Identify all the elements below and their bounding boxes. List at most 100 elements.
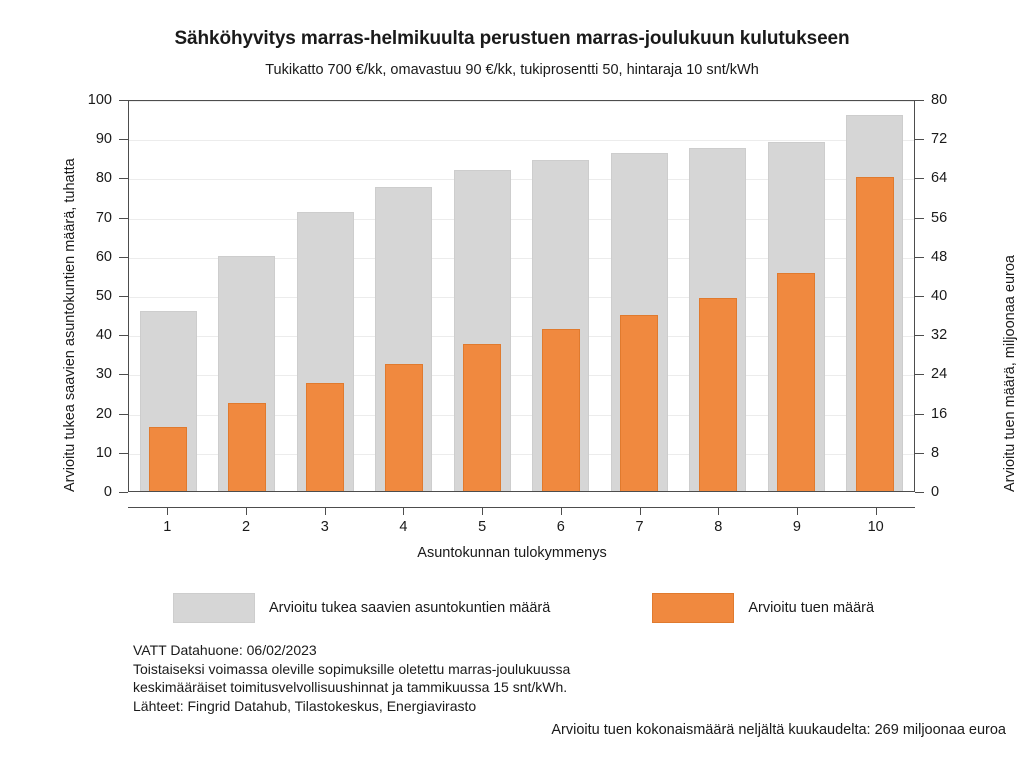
bar-support-9[interactable]: [777, 272, 816, 491]
footnote-line-1: VATT Datahuone: 06/02/2023: [133, 642, 317, 658]
y-tick-label-right: 24: [931, 366, 948, 383]
bar-support-7[interactable]: [620, 314, 659, 491]
bar-support-10[interactable]: [855, 177, 894, 491]
bar-support-6[interactable]: [541, 329, 580, 491]
y-tick-label-right: 32: [931, 327, 948, 344]
y-tick-mark-left: [119, 492, 128, 493]
x-tick-mark: [482, 507, 484, 515]
y-tick-label-left: 20: [95, 405, 112, 422]
y-tick-label-right: 8: [931, 444, 940, 461]
footnote-block: VATT Datahuone: 06/02/2023 Toistaiseksi …: [133, 641, 833, 715]
bar-group: [365, 101, 444, 491]
gridline: [129, 297, 914, 298]
gridline: [129, 257, 914, 259]
gridline: [129, 101, 914, 102]
y-tick-label-right: 16: [931, 405, 948, 422]
y-axis-right-title: Arvioitu tuen määrä, miljoonaa euroa: [1002, 255, 1018, 492]
x-tick-mark: [560, 507, 562, 515]
y-tick-mark-right: [915, 413, 924, 415]
legend-label-support: Arvioitu tuen määrä: [748, 600, 875, 616]
y-tick-mark-right: [915, 374, 924, 376]
bar-support-8[interactable]: [698, 298, 737, 491]
x-tick-mark: [246, 507, 248, 515]
gridline: [129, 375, 914, 377]
y-tick-label-left: 80: [95, 170, 112, 187]
x-tick-mark: [324, 507, 326, 515]
x-tick-mark: [639, 507, 641, 515]
y-tick-label-right: 0: [931, 484, 940, 500]
x-tick-label-7: 7: [635, 519, 644, 535]
legend-label-households: Arvioitu tukea saavien asuntokuntien mää…: [269, 600, 551, 616]
x-tick-label-3: 3: [320, 519, 329, 535]
gridline: [129, 414, 914, 416]
y-tick-label-right: 80: [931, 92, 948, 108]
chart-legend: Arvioitu tukea saavien asuntokuntien mää…: [128, 591, 918, 625]
bar-group: [208, 101, 287, 491]
bar-support-5[interactable]: [463, 344, 502, 491]
gridline: [129, 453, 914, 455]
y-tick-mark-left: [119, 296, 128, 297]
gridlines: [129, 101, 914, 491]
y-tick-label-left: 60: [95, 248, 112, 265]
x-tick-mark: [718, 507, 720, 515]
bar-groups: [129, 101, 914, 491]
y-tick-mark-left: [119, 335, 128, 337]
y-tick-label-right: 64: [931, 170, 948, 187]
y-tick-mark-right: [915, 256, 924, 258]
y-tick-label-left: 0: [103, 484, 112, 500]
bar-support-3[interactable]: [306, 383, 345, 491]
gridline: [129, 218, 914, 220]
x-axis-title: Asuntokunnan tulokymmenys: [417, 545, 607, 561]
y-tick-label-right: 40: [931, 288, 948, 304]
legend-swatch-orange: [652, 593, 735, 623]
bar-support-4[interactable]: [384, 363, 423, 491]
bar-group: [286, 101, 365, 491]
y-tick-label-left: 50: [95, 288, 112, 304]
bar-support-2[interactable]: [227, 402, 266, 491]
legend-entry-households: Arvioitu tukea saavien asuntokuntien mää…: [173, 593, 550, 623]
gridline: [129, 336, 914, 338]
plot-area: [128, 100, 915, 492]
chart-title: Sähköhyvitys marras-helmikuulta perustue…: [174, 28, 850, 49]
y-tick-label-right: 48: [931, 248, 948, 265]
gridline: [129, 140, 914, 142]
y-tick-label-left: 100: [87, 92, 112, 108]
y-axis-left-title: Arvioitu tukea saavien asuntokuntien mää…: [62, 158, 78, 492]
y-tick-mark-right: [915, 178, 924, 180]
x-tick-mark: [167, 507, 169, 515]
y-tick-mark-left: [119, 100, 128, 101]
y-tick-mark-left: [119, 217, 128, 219]
y-tick-mark-right: [915, 100, 924, 101]
y-tick-mark-right: [915, 296, 924, 297]
y-tick-label-left: 90: [95, 131, 112, 148]
y-tick-label-right: 72: [931, 131, 948, 148]
chart-subtitle: Tukikatto 700 €/kk, omavastuu 90 €/kk, t…: [265, 62, 759, 78]
y-tick-mark-left: [119, 256, 128, 258]
x-tick-label-10: 10: [867, 519, 884, 535]
footnote-line-2: Toistaiseksi voimassa oleville sopimuksi…: [133, 660, 571, 677]
footnote-line-3: keskimääräiset toimitusvelvollisuushinna…: [133, 679, 568, 695]
x-tick-label-8: 8: [714, 519, 723, 535]
x-tick-label-9: 9: [792, 519, 801, 535]
x-tick-label-6: 6: [556, 519, 565, 535]
x-tick-label-5: 5: [478, 519, 487, 535]
y-tick-mark-right: [915, 139, 924, 141]
bar-support-1[interactable]: [149, 427, 188, 491]
bar-group: [757, 101, 836, 491]
x-tick-mark: [403, 507, 405, 515]
y-tick-label-left: 70: [95, 209, 112, 226]
total-support-note: Arvioitu tuen kokonaismäärä neljältä kuu…: [551, 722, 1006, 738]
y-tick-mark-right: [915, 335, 924, 337]
x-tick-label-4: 4: [399, 519, 408, 535]
y-tick-mark-left: [119, 139, 128, 141]
footnote-line-4: Lähteet: Fingrid Datahub, Tilastokeskus,…: [133, 697, 477, 714]
y-tick-mark-right: [915, 217, 924, 219]
legend-entry-support: Arvioitu tuen määrä: [652, 593, 874, 623]
x-tick-mark: [875, 507, 877, 515]
y-tick-mark-left: [119, 413, 128, 415]
y-tick-mark-right: [915, 452, 924, 454]
y-tick-mark-right: [915, 492, 924, 493]
bar-group: [600, 101, 679, 491]
bar-group: [522, 101, 601, 491]
